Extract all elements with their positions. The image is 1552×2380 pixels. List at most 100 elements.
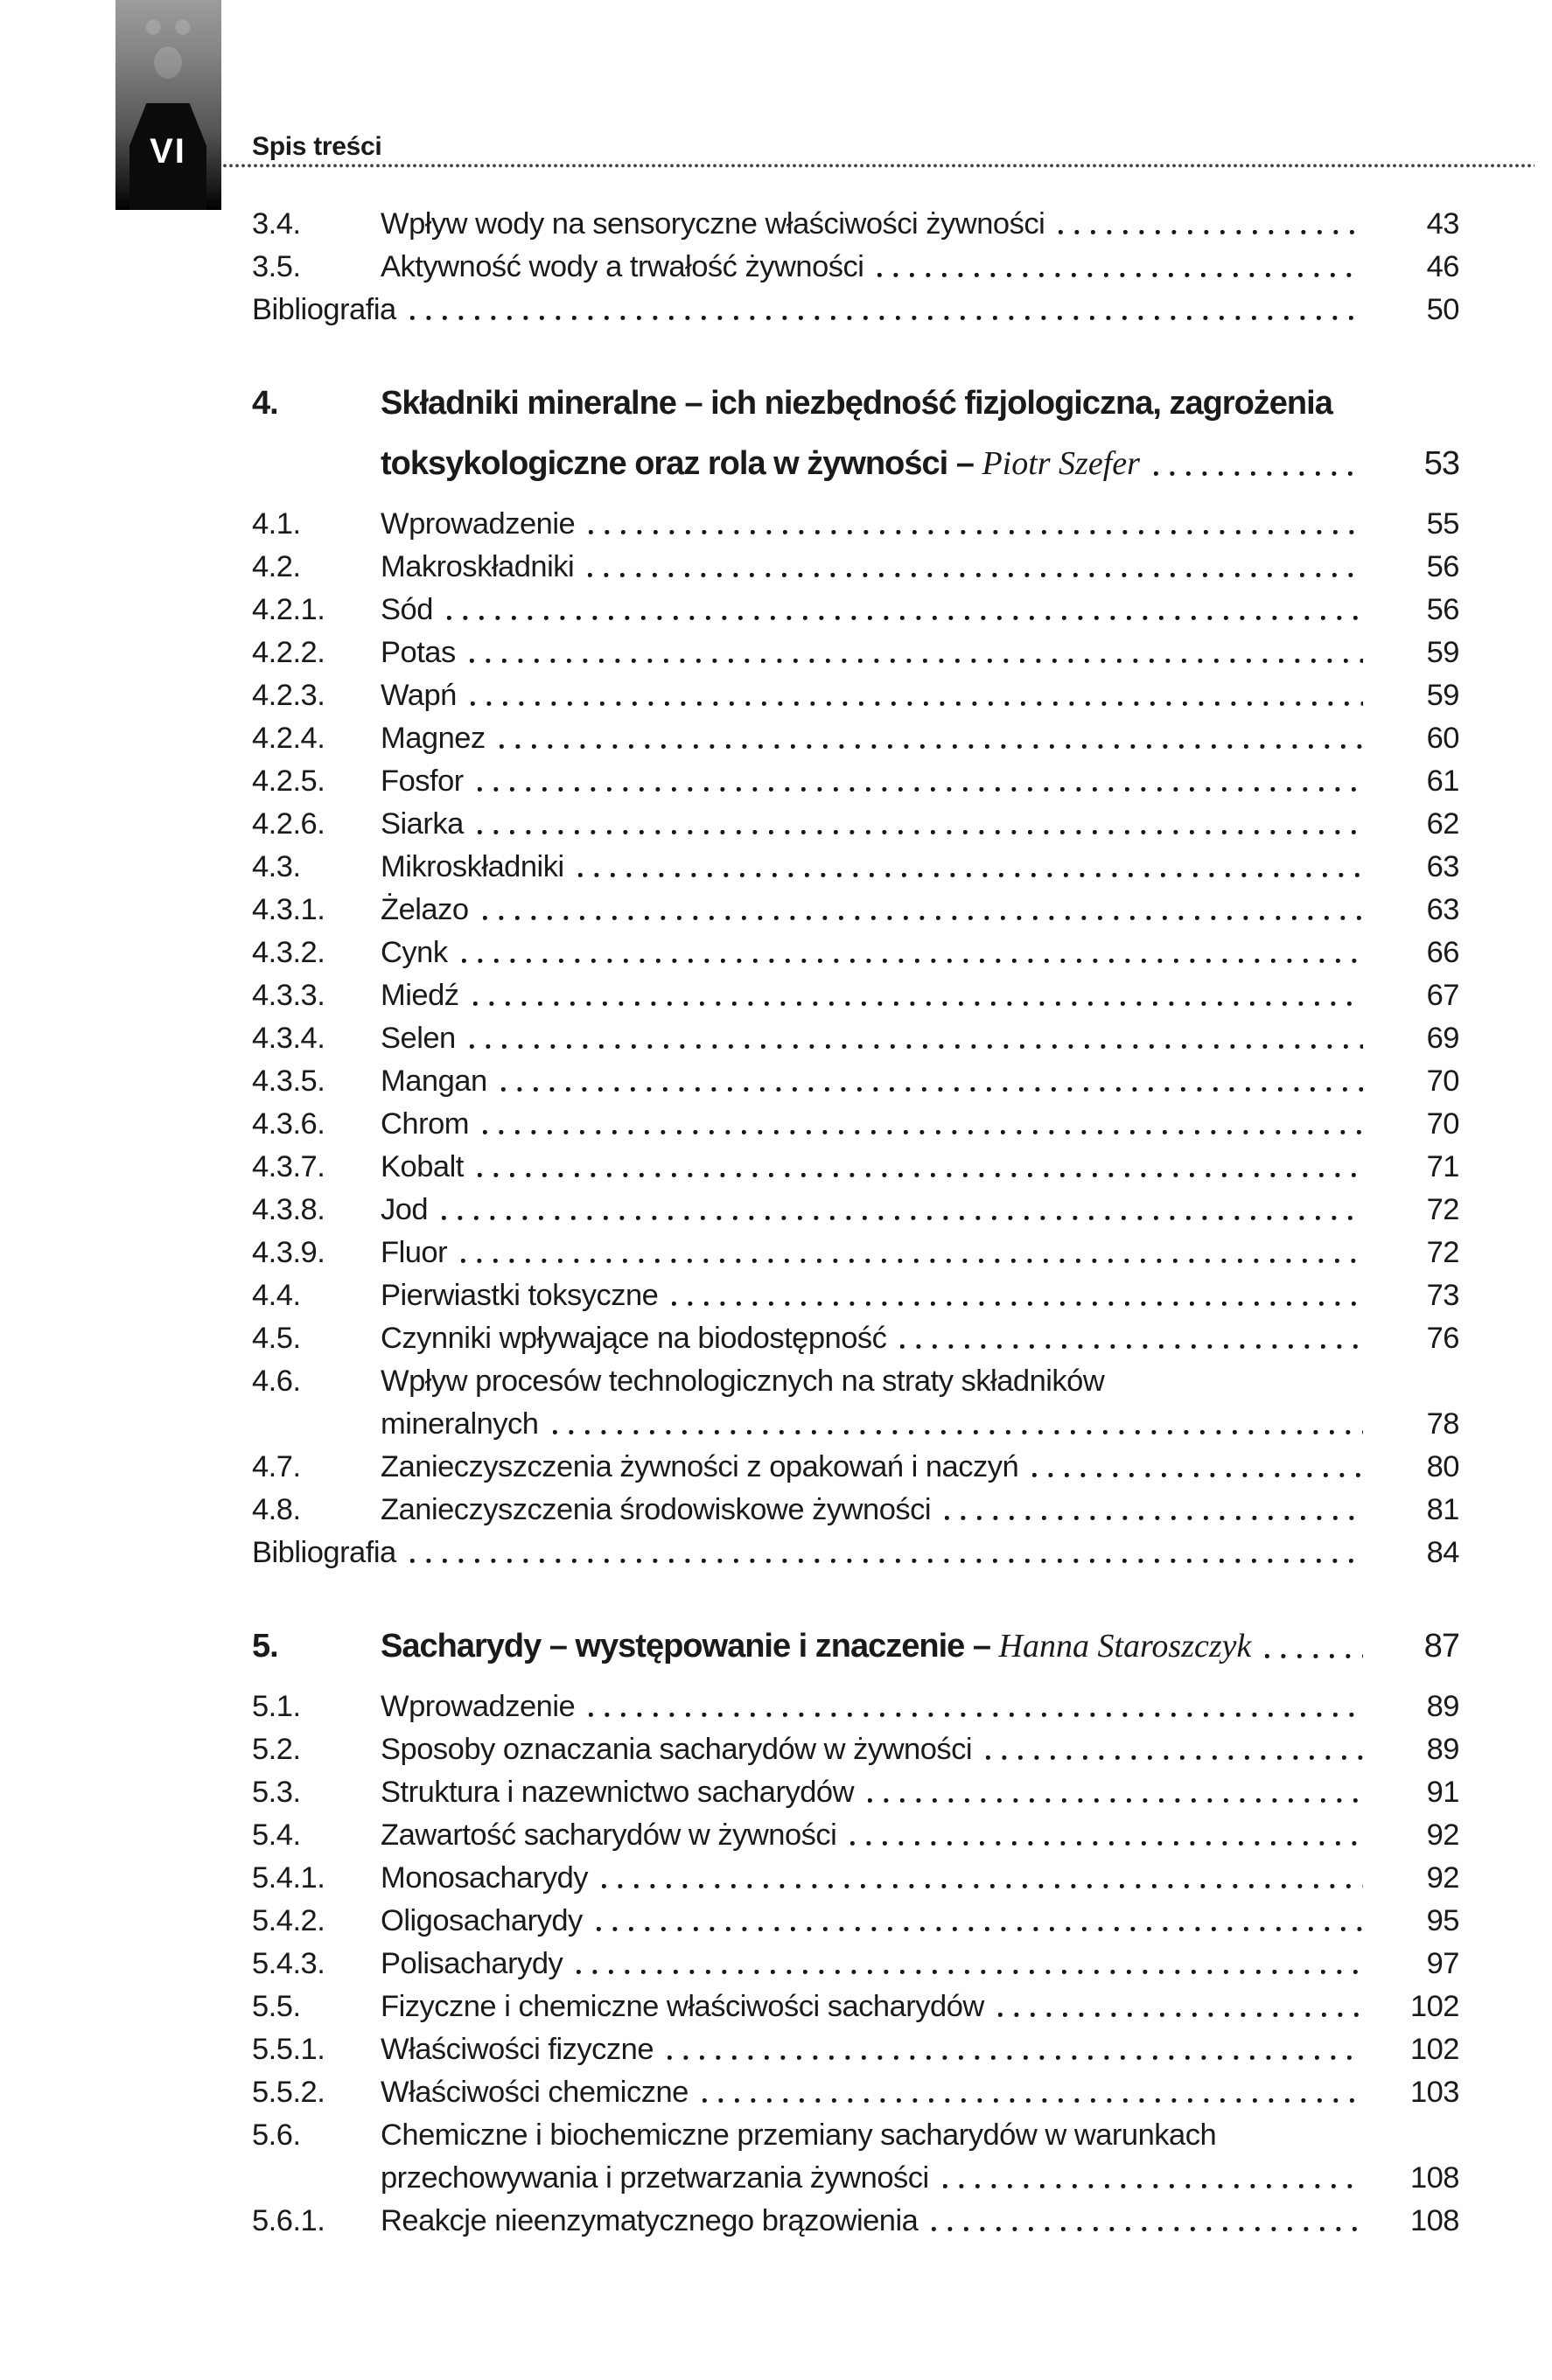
chapter-title: Sacharydy – występowanie i znaczenie – H… <box>381 1628 1252 1665</box>
toc-entry-title: Fluor <box>381 1236 448 1269</box>
toc-entry-number: 4.8. <box>252 1493 301 1526</box>
toc-entry-title: mineralnych <box>381 1407 539 1441</box>
toc-entry-title: Mangan <box>381 1064 487 1098</box>
dot-leader <box>1265 1654 1363 1658</box>
dot-leader <box>877 273 1363 277</box>
toc-row: 4.1. Wprowadzenie 55 <box>252 503 1460 546</box>
toc-page-number: 55 <box>1426 507 1460 541</box>
toc-page-number: 73 <box>1426 1279 1460 1312</box>
toc-row: 4.6. Wpływ procesów technologicznych na s… <box>252 1360 1459 1403</box>
toc-entry-title: Wprowadzenie <box>381 507 576 541</box>
table-of-contents: 3.4. Wpływ wody na sensoryczne właściwośc… <box>252 203 1460 2243</box>
toc-page-number: 56 <box>1426 550 1460 583</box>
toc-page-number: 56 <box>1426 593 1460 626</box>
page-number-label: VI <box>150 131 186 171</box>
chapter-heading-line: 4. Składniki mineralne – ich niezbędność … <box>252 373 1459 434</box>
dot-leader <box>469 659 1363 663</box>
toc-page-number: 60 <box>1426 722 1460 755</box>
toc-row: 5.3. Struktura i nazewnictwo sacharydów 91 <box>252 1771 1460 1814</box>
toc-row: 5.4.2. Oligosacharydy 95 <box>252 1900 1460 1943</box>
dot-leader <box>672 1302 1363 1306</box>
chapter-heading-line: toksykologiczne oraz rola w żywności – P… <box>252 434 1460 494</box>
toc-entry-number: 4.3.1. <box>252 893 325 926</box>
toc-page-number: 95 <box>1426 1904 1460 1937</box>
toc-page-number: 46 <box>1426 250 1460 283</box>
dot-leader <box>470 701 1363 706</box>
toc-entry-title: Bibliografia <box>252 1536 396 1569</box>
toc-row: 4.4. Pierwiastki toksyczne 73 <box>252 1274 1460 1317</box>
toc-entry-number <box>252 2157 381 2200</box>
toc-page-number: 62 <box>1426 807 1460 841</box>
dot-leader <box>900 1344 1363 1349</box>
dot-leader <box>668 2055 1363 2060</box>
toc-entry-title: Właściwości chemiczne <box>381 2076 689 2109</box>
toc-entry-title: Kobalt <box>381 1150 464 1183</box>
dot-leader <box>588 573 1363 577</box>
dot-leader <box>500 1087 1363 1092</box>
toc-page-number: 63 <box>1426 893 1460 926</box>
toc-row: 4.3. Mikroskładniki 63 <box>252 846 1460 889</box>
toc-row: 5.4. Zawartość sacharydów w żywności 92 <box>252 1814 1460 1857</box>
toc-row: 4.2.2. Potas 59 <box>252 632 1460 674</box>
dot-leader <box>1059 230 1363 234</box>
toc-page-number: 92 <box>1426 1861 1460 1895</box>
toc-row: 5.5. Fizyczne i chemiczne właściwości sac… <box>252 1986 1460 2028</box>
toc-entry-number: 4.3.4. <box>252 1022 325 1055</box>
toc-page-number: 92 <box>1426 1818 1460 1852</box>
toc-entry-number: 5.2. <box>252 1733 301 1766</box>
toc-page-number: 91 <box>1426 1776 1460 1809</box>
toc-page-number: 97 <box>1426 1947 1460 1980</box>
chapter-author: Piotr Szefer <box>982 445 1140 482</box>
toc-entry-number: 4.1. <box>252 507 301 541</box>
dot-leader <box>461 1259 1363 1263</box>
toc-row: 4.8. Zanieczyszczenia środowiskowe żywnoś… <box>252 1489 1460 1532</box>
toc-entry-title: Bibliografia <box>252 293 396 326</box>
toc-row: 4.3.3. Miedź 67 <box>252 974 1460 1017</box>
toc-entry-title: Siarka <box>381 807 464 841</box>
toc-row-continuation: mineralnych 78 <box>252 1403 1460 1446</box>
toc-entry-title: Jod <box>381 1193 429 1226</box>
toc-entry-title: Miedź <box>381 979 459 1012</box>
toc-row-continuation: przechowywania i przetwarzania żywności 1… <box>252 2157 1460 2200</box>
dot-leader <box>868 1798 1363 1803</box>
toc-entry-title: Wpływ procesów technologicznych na strat… <box>381 1364 1105 1398</box>
toc-entry-number: 4.3.2. <box>252 936 325 969</box>
toc-entry-number: 5.5. <box>252 1990 301 2023</box>
dot-leader <box>1032 1473 1363 1477</box>
toc-page-number: 103 <box>1409 2076 1460 2109</box>
toc-entry-number: 4.2.2. <box>252 636 325 669</box>
toc-page-number: 89 <box>1426 1690 1460 1723</box>
dot-leader <box>461 959 1363 963</box>
toc-entry-title: Sposoby oznaczania sacharydów w żywności <box>381 1733 973 1766</box>
toc-entry-number <box>252 1403 381 1446</box>
dot-leader <box>932 2227 1363 2231</box>
toc-section: 5.1. Wprowadzenie 89 5.2. Sposoby oznaczania… <box>252 1686 1460 2243</box>
toc-page-number: 108 <box>1409 2204 1460 2237</box>
toc-entry-title: przechowywania i przetwarzania żywności <box>381 2161 929 2195</box>
page-number-shield: VI <box>129 103 206 210</box>
toc-row: 4.3.5. Mangan 70 <box>252 1060 1460 1103</box>
dot-leader <box>483 1130 1363 1134</box>
dot-leader <box>577 1970 1363 1974</box>
dot-leader <box>602 1884 1363 1888</box>
dot-leader <box>409 1559 1363 1563</box>
toc-entry-title: Monosacharydy <box>381 1861 589 1895</box>
toc-row: 4.2.6. Siarka 62 <box>252 803 1460 846</box>
toc-entry-title: Zanieczyszczenia żywności z opakowań i n… <box>381 1450 1019 1483</box>
toc-entry-number: 4.7. <box>252 1450 301 1483</box>
toc-entry-number <box>252 434 381 494</box>
toc-row: 4.3.6. Chrom 70 <box>252 1103 1460 1146</box>
toc-entry-number: 4.5. <box>252 1322 301 1355</box>
toc-page-number: 89 <box>1426 1733 1460 1766</box>
toc-row: 4.3.4. Selen 69 <box>252 1017 1460 1060</box>
toc-entry-number: 5.6. <box>252 2118 301 2152</box>
dot-leader <box>446 616 1363 620</box>
toc-page-number: 70 <box>1426 1064 1460 1098</box>
toc-page-number: 76 <box>1426 1322 1460 1355</box>
toc-entry-number: 4.2.5. <box>252 764 325 798</box>
toc-entry-number: 5.4.1. <box>252 1861 325 1895</box>
dot-leader <box>997 2013 1363 2017</box>
toc-row: 5.6. Chemiczne i biochemiczne przemiany s… <box>252 2114 1459 2157</box>
toc-row: 4.3.9. Fluor 72 <box>252 1232 1460 1274</box>
